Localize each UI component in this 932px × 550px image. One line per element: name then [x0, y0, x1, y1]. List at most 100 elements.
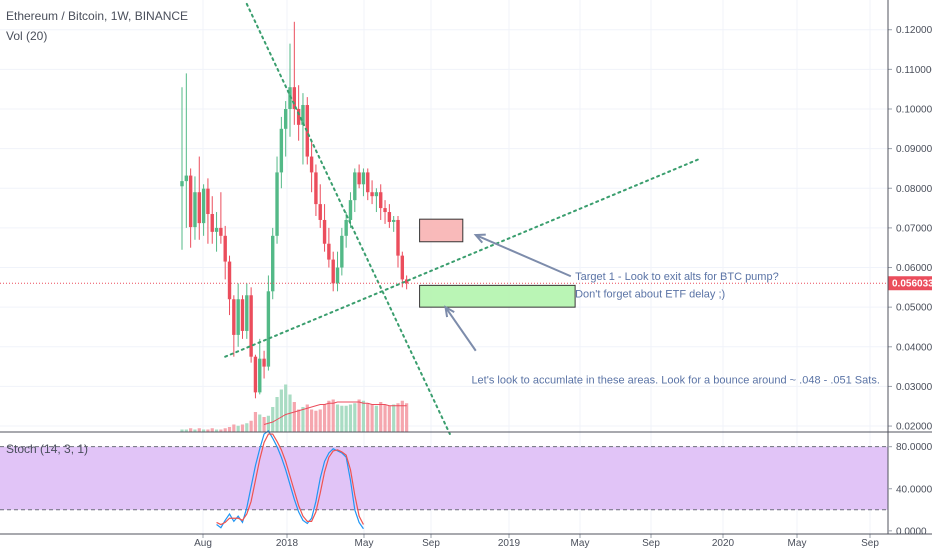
time-tick-label: May [355, 538, 374, 549]
candle-body [223, 235, 227, 262]
candle-body [210, 214, 214, 232]
candle-body [283, 108, 288, 129]
candle-body [387, 212, 392, 222]
annotation-text-1: Don't forget about ETF delay ;) [575, 289, 725, 301]
time-tick-label: 2020 [712, 538, 735, 549]
volume-bar [240, 424, 245, 432]
annotation-arrows [444, 233, 572, 352]
annotation-text-0: Target 1 - Look to exit alts for BTC pum… [575, 271, 779, 283]
time-tick-label: Sep [642, 538, 660, 549]
time-tick-label: Sep [422, 538, 440, 549]
candle-body [279, 128, 284, 173]
volume-bar [206, 429, 210, 432]
candle-body [266, 291, 271, 367]
volume-bar [180, 429, 184, 432]
candle-body [318, 204, 322, 220]
price-tick-label: 0.120000 [896, 25, 932, 36]
candle-body [214, 227, 219, 232]
candle-body [400, 255, 405, 280]
volume-bar [379, 402, 383, 432]
candle-body [219, 227, 223, 236]
candle-body [253, 356, 258, 393]
candle-body [292, 87, 297, 109]
candle-body [322, 219, 327, 244]
annotations: Target 1 - Look to exit alts for BTC pum… [471, 271, 879, 386]
candle-body [201, 188, 206, 224]
candle-body [340, 235, 344, 268]
candle-body [348, 200, 353, 220]
stoch-tick-label: 40.0000 [896, 484, 932, 495]
volume-bar [249, 420, 253, 432]
volume-bar [366, 403, 370, 432]
candle-body [391, 219, 396, 222]
arrow-shaft-0 [475, 234, 572, 278]
trendline-0 [245, 2, 451, 435]
volume-bar [335, 404, 340, 432]
trendlines [224, 2, 702, 435]
candlesticks [180, 21, 409, 399]
volume-bar [400, 400, 404, 432]
volume-bars [180, 384, 409, 432]
stoch-k-line [216, 430, 364, 530]
candle-body [344, 219, 348, 236]
time-tick-label: Sep [861, 538, 879, 549]
volume-ma-series [263, 401, 407, 425]
trendline-1 [224, 157, 702, 358]
stoch-d-line [216, 433, 364, 526]
candle-body [188, 175, 193, 228]
volume-bar [387, 405, 391, 432]
volume-bar [189, 428, 193, 432]
volume-label[interactable]: Vol (20) [6, 29, 47, 43]
candle-body [232, 299, 236, 335]
volume-bar [305, 404, 309, 432]
current-price-line: 0.056033 [0, 276, 932, 291]
volume-bar [245, 423, 249, 432]
candle-body [236, 299, 240, 335]
candle-body [379, 192, 383, 209]
current-price-value: 0.056033 [892, 279, 932, 290]
volume-bar [284, 384, 288, 432]
candle-body [271, 235, 275, 292]
volume-bar [361, 400, 366, 432]
symbol-title[interactable]: Ethereum / Bitcoin, 1W, BINANCE [6, 9, 188, 23]
candle-body [180, 181, 184, 187]
arrow-shaft-1 [444, 306, 477, 352]
volume-bar [340, 405, 344, 432]
volume-bar [322, 404, 327, 432]
candle-body [335, 267, 340, 284]
volume-bar [275, 397, 279, 432]
candle-body [240, 299, 245, 331]
volume-bar [348, 404, 353, 432]
volume-bar [318, 409, 322, 432]
candle-body [353, 172, 357, 201]
volume-bar [297, 409, 301, 432]
volume-bar [396, 403, 400, 432]
stoch-label[interactable]: Stoch (14, 3, 1) [6, 442, 88, 456]
candle-body [262, 358, 266, 367]
time-tick-label: Aug [194, 538, 212, 549]
candle-body [327, 243, 331, 260]
volume-bar [236, 425, 240, 432]
volume-bar [292, 402, 296, 432]
volume-bar [214, 429, 219, 432]
candle-body [296, 108, 301, 125]
candle-body [357, 172, 361, 185]
volume-bar [253, 412, 258, 432]
volume-bar [210, 428, 214, 432]
candle-body [309, 156, 314, 173]
candle-body [361, 172, 366, 185]
volume-bar [310, 409, 314, 432]
candle-body [275, 172, 279, 236]
time-tick-label: 2018 [276, 538, 299, 549]
candle-body [258, 358, 262, 393]
volume-bar [301, 407, 305, 432]
volume-bar [353, 403, 357, 432]
volume-bar [344, 405, 348, 432]
volume-bar [331, 399, 335, 432]
volume-ma-line [263, 401, 407, 425]
